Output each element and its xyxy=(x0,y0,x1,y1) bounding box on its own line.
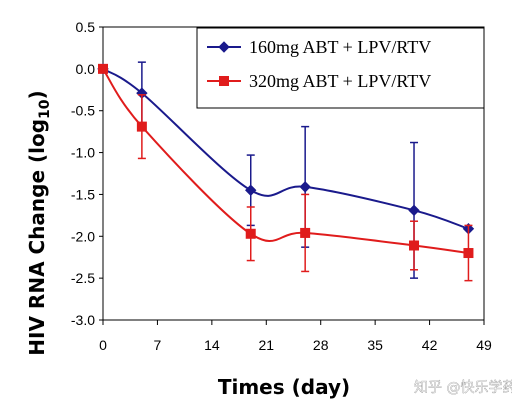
data-point xyxy=(409,240,420,251)
legend-marker xyxy=(219,76,229,86)
watermark-text: 知乎 @快乐学药学 xyxy=(414,379,512,396)
y-tick-label: -1.0 xyxy=(71,145,95,161)
legend-label: 160mg ABT + LPV/RTV xyxy=(249,37,431,57)
data-point xyxy=(463,248,474,259)
legend-box xyxy=(196,27,485,109)
x-tick-label: 0 xyxy=(99,337,107,353)
data-point xyxy=(98,63,108,74)
data-point xyxy=(299,181,311,193)
x-axis-title: Times (day) xyxy=(218,375,350,399)
y-tick-label: -2.5 xyxy=(71,270,95,286)
legend-label: 320mg ABT + LPV/RTV xyxy=(249,71,431,91)
y-tick-label: 0.5 xyxy=(76,19,96,35)
data-point xyxy=(408,204,420,217)
series-2 xyxy=(98,63,474,282)
x-tick-label: 28 xyxy=(313,337,329,353)
x-tick-label: 35 xyxy=(367,337,383,353)
data-point xyxy=(136,121,147,132)
y-tick-label: -1.5 xyxy=(71,186,95,202)
y-tick-label: 0.0 xyxy=(76,61,96,77)
x-tick-label: 42 xyxy=(422,337,438,353)
x-tick-label: 21 xyxy=(258,337,274,353)
y-tick-label: -2.0 xyxy=(71,228,95,244)
x-tick-label: 14 xyxy=(204,337,220,353)
x-tick-label: 7 xyxy=(154,337,162,353)
y-tick-label: -0.5 xyxy=(71,103,95,119)
data-point xyxy=(300,227,311,238)
legend-marker xyxy=(218,41,230,53)
y-axis-title: HIV RNA Change (log10) xyxy=(25,90,53,355)
data-point xyxy=(245,184,257,196)
y-tick-label: -3.0 xyxy=(71,312,95,328)
x-tick-label: 49 xyxy=(476,337,492,353)
data-point xyxy=(245,228,256,239)
